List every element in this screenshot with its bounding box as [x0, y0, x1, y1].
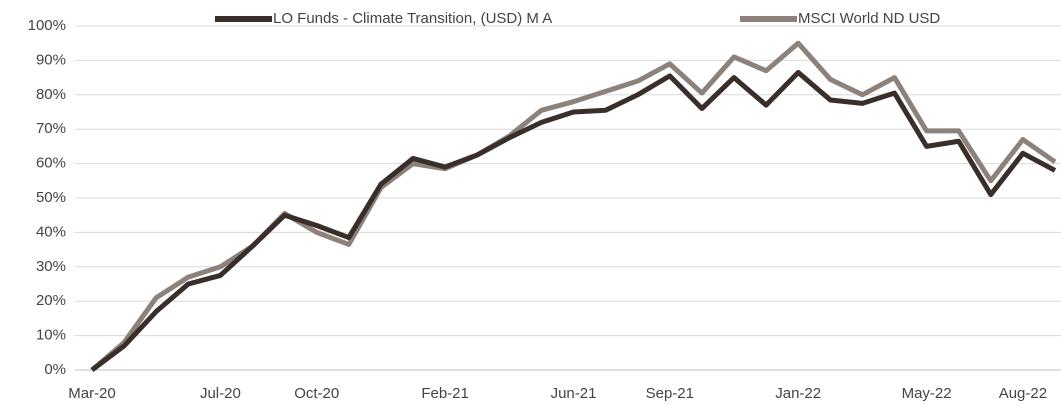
- x-tick-label: Feb-21: [421, 385, 469, 402]
- y-tick-label: 10%: [36, 327, 66, 344]
- x-tick-label: Oct-20: [294, 385, 339, 402]
- x-tick-label: May-22: [902, 385, 952, 402]
- y-tick-label: 100%: [28, 17, 66, 34]
- y-tick-label: 60%: [36, 155, 66, 172]
- x-tick-label: Jan-22: [775, 385, 821, 402]
- series-line: [90, 69, 1057, 372]
- series-line: [90, 40, 1057, 372]
- x-tick-label: Aug-22: [999, 385, 1047, 402]
- y-tick-label: 90%: [36, 51, 66, 68]
- y-tick-label: 20%: [36, 292, 66, 309]
- x-tick-label: Mar-20: [68, 385, 116, 402]
- x-tick-label: Jul-20: [200, 385, 241, 402]
- y-tick-label: 0%: [44, 361, 66, 378]
- legend-label: LO Funds - Climate Transition, (USD) M A: [273, 10, 552, 27]
- y-tick-label: 70%: [36, 120, 66, 137]
- y-tick-label: 50%: [36, 189, 66, 206]
- x-tick-label: Jun-21: [551, 385, 597, 402]
- legend-label: MSCI World ND USD: [798, 10, 940, 27]
- x-tick-label: Sep-21: [646, 385, 694, 402]
- y-tick-label: 40%: [36, 223, 66, 240]
- y-tick-label: 80%: [36, 86, 66, 103]
- y-tick-label: 30%: [36, 258, 66, 275]
